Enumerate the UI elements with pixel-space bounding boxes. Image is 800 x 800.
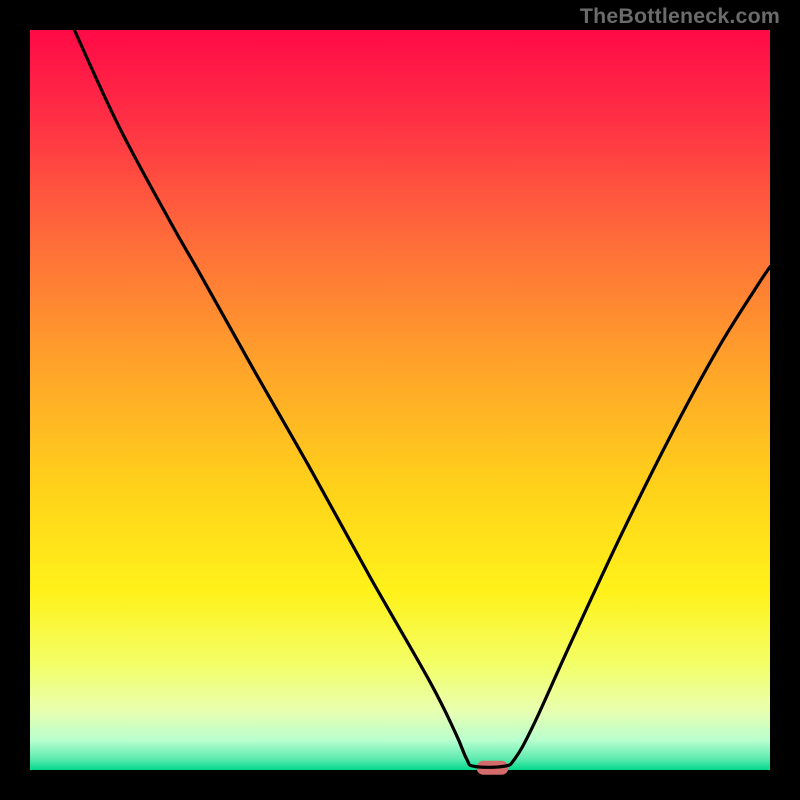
plot-background (30, 30, 770, 770)
bottleneck-chart (0, 0, 800, 800)
watermark-text: TheBottleneck.com (580, 4, 780, 29)
chart-container: TheBottleneck.com (0, 0, 800, 800)
